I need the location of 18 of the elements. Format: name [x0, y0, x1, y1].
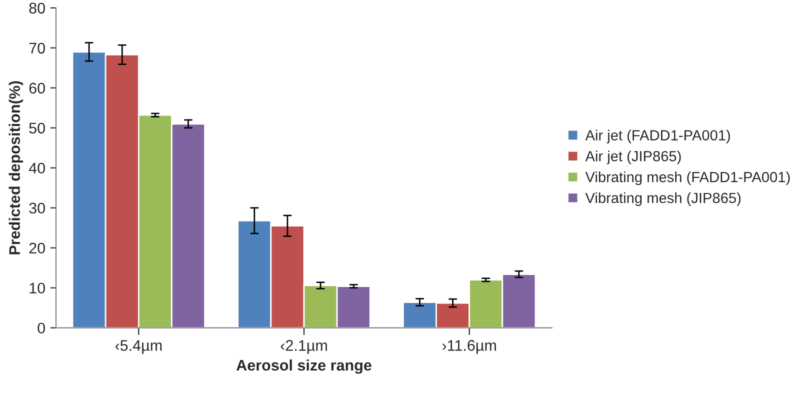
- x-axis-title: Aerosol size range: [236, 359, 372, 374]
- y-tick-label: 50: [29, 122, 45, 134]
- y-tick-label: 30: [29, 202, 45, 214]
- x-tick-label: ‹5.4µm: [115, 340, 162, 354]
- y-tick-label: 10: [30, 282, 45, 294]
- legend-label: Air jet (FADD1-PA001): [585, 130, 730, 144]
- y-axis-title: Predicted deposition(%): [8, 81, 24, 254]
- y-tick-label: 80: [29, 2, 45, 14]
- legend-label: Vibrating mesh (JIP865): [585, 192, 741, 206]
- legend-label: Vibrating mesh (FADD1-PA001): [585, 172, 790, 186]
- legend-label: Air jet (JIP865): [585, 150, 681, 164]
- y-tick-label: 40: [28, 162, 45, 174]
- y-tick-label: 60: [29, 82, 45, 94]
- x-tick-label: ›11.6µm: [442, 340, 496, 354]
- y-tick-label: 70: [29, 42, 45, 54]
- y-tick-label: 20: [29, 242, 45, 254]
- y-tick-label: 0: [38, 322, 45, 334]
- x-tick-label: ‹2.1µm: [280, 340, 327, 354]
